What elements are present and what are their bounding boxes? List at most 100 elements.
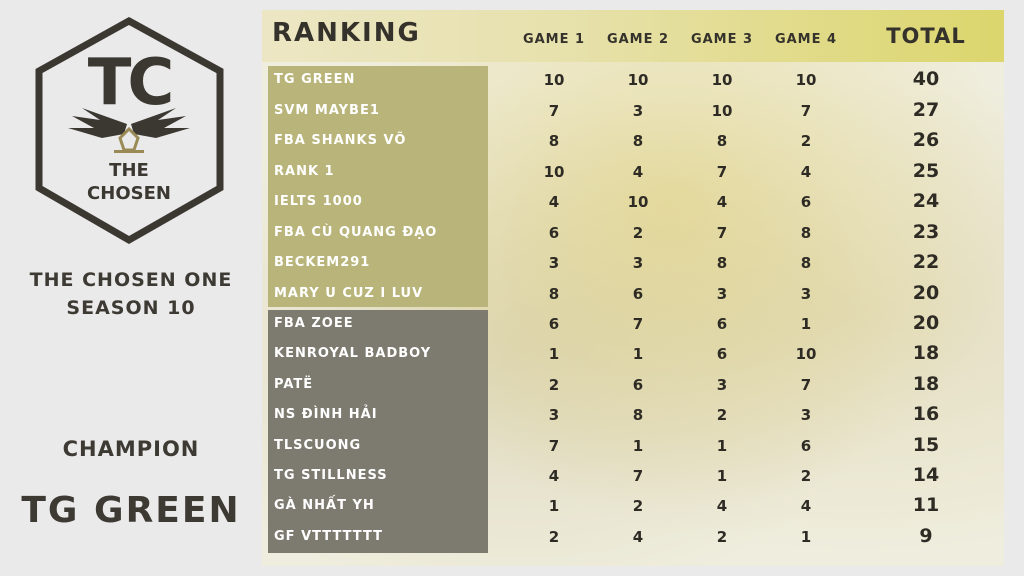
event-title-line2: SEASON 10 [66,297,196,319]
game-3-score: 10 [711,102,733,120]
game-1-score: 4 [548,193,560,211]
game-1-score: 4 [548,467,560,485]
game-2-score: 4 [632,163,644,181]
game-2-score: 7 [632,315,644,333]
ranking-title: RANKING [272,18,421,48]
table-row: FBA CÙ QUANG ĐẠO 6 2 7 8 23 [262,219,1004,249]
game-4-score: 1 [800,315,812,333]
player-name: NS ĐÌNH HẢI [274,407,378,422]
game-2-score: 8 [632,406,644,424]
table-row: BECKEM291 3 3 8 8 22 [262,249,1004,279]
player-name: FBA ZOEE [274,316,354,331]
game-1-score: 1 [548,345,560,363]
game-2-score: 1 [632,345,644,363]
game-1-score: 8 [548,132,560,150]
table-row: PATË 2 6 3 7 18 [262,371,1004,401]
total-score: 20 [912,312,940,334]
game-2-score: 10 [627,71,649,89]
game-3-score: 3 [716,285,728,303]
game-2-score: 4 [632,528,644,546]
game-3-score: 7 [716,224,728,242]
game-1-score: 3 [548,406,560,424]
game-3-score: 4 [716,497,728,515]
game-3-score: 2 [716,528,728,546]
column-header-game-4: GAME 4 [774,32,838,47]
game-4-score: 6 [800,437,812,455]
column-header-game-2: GAME 2 [606,32,670,47]
ranking-board: RANKING GAME 1 GAME 2 GAME 3 GAME 4 TOTA… [262,10,1004,566]
total-score: 24 [912,190,940,212]
game-2-score: 7 [632,467,644,485]
game-4-score: 2 [800,132,812,150]
table-row: TG GREEN 10 10 10 10 40 [262,66,1004,96]
table-row: GÀ NHẤT YH 1 2 4 4 11 [262,492,1004,522]
game-1-score: 3 [548,254,560,272]
player-name: GF VTTTTTTT [274,529,384,544]
total-score: 25 [912,160,940,182]
game-1-score: 7 [548,102,560,120]
game-3-score: 4 [716,193,728,211]
game-3-score: 7 [716,163,728,181]
game-4-score: 1 [800,528,812,546]
game-4-score: 4 [800,163,812,181]
game-3-score: 6 [716,315,728,333]
player-name: PATË [274,377,314,392]
game-3-score: 1 [716,467,728,485]
game-3-score: 8 [716,254,728,272]
game-2-score: 6 [632,285,644,303]
table-row: KENROYAL BADBOY 1 1 6 10 18 [262,340,1004,370]
left-panel: TC THE CHOSEN THE CHOSEN ONE SEASON 10 C… [0,0,262,576]
game-4-score: 7 [800,376,812,394]
logo-line2: CHOSEN [87,183,171,204]
game-2-score: 3 [632,254,644,272]
game-1-score: 10 [543,163,565,181]
table-row: RANK 1 10 4 7 4 25 [262,158,1004,188]
total-score: 23 [912,221,940,243]
game-3-score: 2 [716,406,728,424]
event-title: THE CHOSEN ONE SEASON 10 [0,266,262,322]
player-name: TLSCUONG [274,438,362,453]
table-row: IELTS 1000 4 10 4 6 24 [262,188,1004,218]
game-4-score: 3 [800,406,812,424]
game-4-score: 2 [800,467,812,485]
game-1-score: 8 [548,285,560,303]
game-3-score: 8 [716,132,728,150]
player-name: FBA SHANKS VÕ [274,133,407,148]
game-4-score: 4 [800,497,812,515]
table-row: FBA ZOEE 6 7 6 1 20 [262,310,1004,340]
player-name: BECKEM291 [274,255,371,270]
event-title-line1: THE CHOSEN ONE [29,269,233,291]
game-2-score: 8 [632,132,644,150]
total-score: 22 [912,251,940,273]
player-name: TG GREEN [274,72,356,87]
total-score: 18 [912,373,940,395]
game-4-score: 8 [800,224,812,242]
logo-letters: TC [88,46,171,120]
total-score: 18 [912,342,940,364]
total-score: 27 [912,99,940,121]
game-4-score: 10 [795,71,817,89]
column-header-game-3: GAME 3 [690,32,754,47]
table-row: GF VTTTTTTT 2 4 2 1 9 [262,523,1004,553]
player-name: IELTS 1000 [274,194,363,209]
game-2-score: 6 [632,376,644,394]
ranking-header: RANKING GAME 1 GAME 2 GAME 3 GAME 4 TOTA… [262,10,1004,62]
total-score: 40 [912,68,940,90]
player-name: FBA CÙ QUANG ĐẠO [274,225,438,240]
game-3-score: 3 [716,376,728,394]
table-row: SVM MAYBE1 7 3 10 7 27 [262,97,1004,127]
game-2-score: 10 [627,193,649,211]
game-1-score: 7 [548,437,560,455]
table-row: TLSCUONG 7 1 1 6 15 [262,432,1004,462]
game-3-score: 10 [711,71,733,89]
game-1-score: 2 [548,528,560,546]
player-name: TG STILLNESS [274,468,388,483]
logo-line1: THE [109,160,149,181]
champion-label: CHAMPION [62,437,200,461]
game-1-score: 10 [543,71,565,89]
game-4-score: 10 [795,345,817,363]
game-1-score: 2 [548,376,560,394]
game-2-score: 3 [632,102,644,120]
bottom-group-background [268,310,488,553]
game-3-score: 1 [716,437,728,455]
